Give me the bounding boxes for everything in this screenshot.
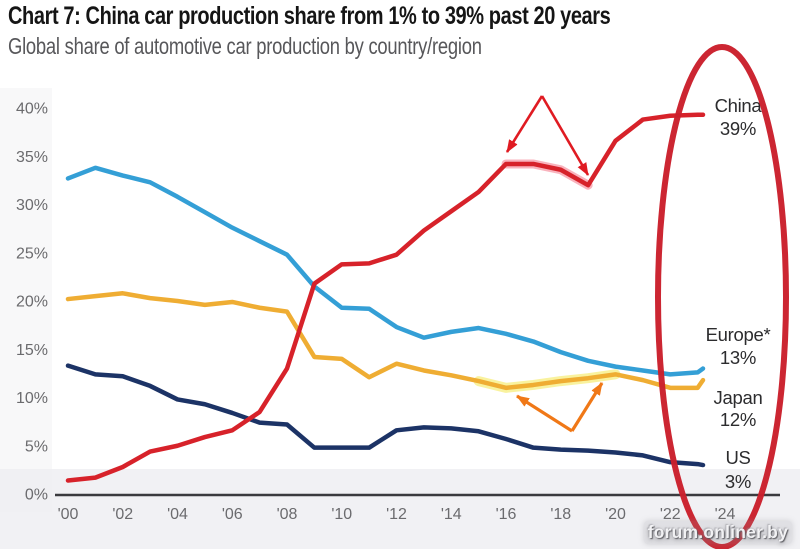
series-line-japan bbox=[65, 291, 706, 391]
y-axis-tick-label: 25% bbox=[16, 245, 48, 262]
series-end-label-us: US bbox=[725, 447, 750, 468]
series-line-china bbox=[65, 112, 706, 483]
red-arrows bbox=[505, 95, 544, 153]
x-axis-tick-label: '10 bbox=[331, 506, 352, 523]
x-axis-tick-label: '16 bbox=[496, 506, 517, 523]
y-axis-tick-label: 15% bbox=[16, 342, 48, 359]
left-gray-band bbox=[0, 88, 52, 512]
series-end-value-china: 39% bbox=[720, 118, 756, 139]
x-axis-tick-label: '14 bbox=[441, 506, 462, 523]
x-axis-tick-label: '04 bbox=[167, 506, 188, 523]
series-end-value-us: 3% bbox=[725, 471, 751, 492]
chart-title: Chart 7: China car production share from… bbox=[8, 2, 611, 30]
x-axis-tick-label: '12 bbox=[386, 506, 407, 523]
y-axis-tick-label: 10% bbox=[16, 390, 48, 407]
red-circle-annotation bbox=[655, 44, 789, 549]
y-axis-tick-label: 5% bbox=[25, 438, 48, 455]
series-end-label-japan: Japan bbox=[714, 387, 763, 408]
y-axis-tick-label: 0% bbox=[25, 487, 48, 504]
y-axis-tick-label: 30% bbox=[16, 197, 48, 214]
x-axis-tick-label: '22 bbox=[660, 506, 681, 523]
series-end-value-japan: 12% bbox=[720, 409, 756, 430]
red-arrows bbox=[540, 95, 590, 176]
orange-arrows bbox=[570, 382, 604, 432]
x-axis-tick-label: '08 bbox=[277, 506, 298, 523]
series-end-label-china: China bbox=[715, 95, 763, 116]
x-axis-tick-label: '18 bbox=[550, 506, 571, 523]
x-axis-tick-label: '06 bbox=[222, 506, 243, 523]
x-axis-tick-label: '00 bbox=[58, 506, 79, 523]
y-axis-tick-label: 35% bbox=[16, 149, 48, 166]
bottom-gray-band bbox=[0, 469, 800, 549]
y-axis-tick-label: 20% bbox=[16, 294, 48, 311]
orange-arrows bbox=[516, 394, 573, 433]
series-line-europe bbox=[65, 165, 706, 377]
series-end-value-europe: 13% bbox=[720, 347, 756, 368]
x-axis-tick-label: '20 bbox=[605, 506, 626, 523]
watermark: forum.onliner.by bbox=[643, 521, 792, 544]
series-end-label-europe: Europe* bbox=[706, 324, 771, 345]
x-axis-tick-label: '02 bbox=[112, 506, 133, 523]
y-axis-tick-label: 40% bbox=[16, 101, 48, 118]
x-axis-tick-label: '24 bbox=[715, 506, 736, 523]
chart-subtitle: Global share of automotive car productio… bbox=[8, 33, 482, 59]
series-line-us bbox=[65, 363, 706, 468]
